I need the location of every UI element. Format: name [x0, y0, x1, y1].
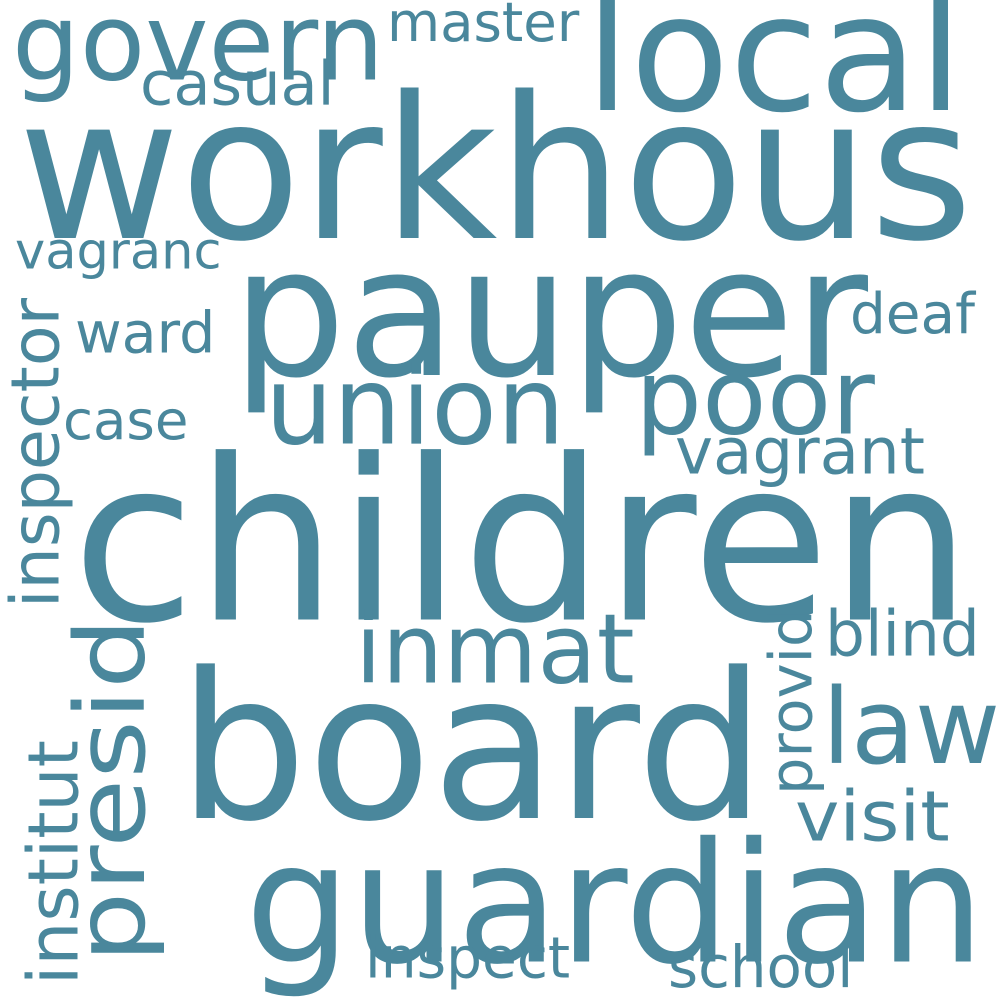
word-deaf: deaf [850, 282, 975, 347]
word-master: master [387, 0, 580, 54]
word-govern: govern [12, 0, 385, 106]
word-institut: institut [13, 740, 95, 985]
word-poor: poor [635, 335, 875, 459]
word-board: board [178, 629, 766, 866]
word-guardian: guardian [245, 807, 985, 1000]
word-pauper: pauper [232, 209, 869, 418]
word-case: case [63, 388, 189, 452]
word-school: school [668, 933, 854, 1000]
word-local: local [585, 0, 964, 149]
word-visit: visit [795, 776, 950, 858]
word-workhous: workhous [18, 54, 973, 285]
word-children: children [72, 411, 972, 673]
word-inmat: inmat [355, 592, 635, 706]
word-union: union [265, 344, 566, 470]
word-provid: provid [756, 609, 826, 795]
word-inspector: inspector [0, 297, 75, 608]
word-vagrant: vagrant [675, 414, 926, 490]
word-ward: ward [75, 300, 216, 367]
word-law: law [822, 666, 1000, 788]
word-casual: casual [140, 49, 335, 120]
word-vagranc: vagranc [15, 222, 222, 282]
word-inspect: inspect [365, 925, 571, 992]
word-blind: blind [825, 597, 980, 671]
